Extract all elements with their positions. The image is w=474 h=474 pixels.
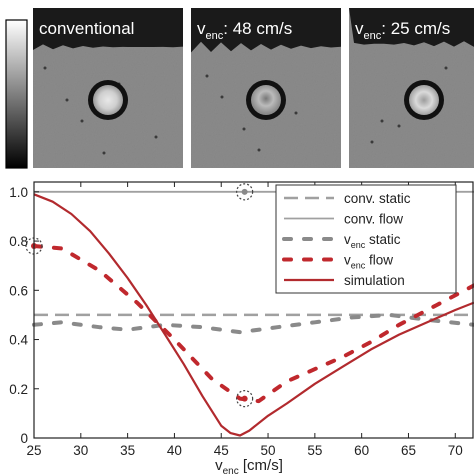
x-tick-label: 25 [26, 443, 41, 458]
chart: 25 30 35 40 45 50 55 60 65 70 0 0.2 0.4 0.6 0.8 1.0 con… [9, 181, 474, 474]
x-tick-label: 55 [307, 443, 322, 458]
y-tick-label: 0.8 [9, 234, 28, 249]
dark-band [349, 8, 474, 48]
speck [257, 148, 261, 152]
panel-label: conventional [39, 19, 134, 38]
speck [65, 98, 69, 102]
series-line [32, 312, 474, 335]
tube-lumen [409, 85, 439, 115]
image-panels: conventional venc: 48 cm/s venc: 25 cm/s [33, 8, 474, 168]
y-tick-label: 0.2 [9, 382, 28, 397]
x-tick-label: 40 [167, 443, 182, 458]
dark-band [33, 8, 183, 50]
legend-label: venc static [344, 232, 401, 250]
speck [205, 74, 209, 78]
panel-label: venc: 48 cm/s [197, 19, 292, 42]
image-panel-3: venc: 25 cm/s [349, 8, 474, 168]
colorbar [5, 19, 28, 169]
legend: conv. static conv. flow venc static venc fl… [275, 184, 457, 294]
x-axis-label: venc [cm/s] [215, 457, 283, 474]
y-tick-label: 0.4 [9, 333, 28, 348]
legend-label: simulation [344, 273, 405, 288]
legend-label: conv. static [344, 191, 411, 206]
dark-band [191, 8, 341, 53]
speck [154, 135, 158, 139]
series-line [33, 193, 474, 437]
y-tick-label: 0.6 [9, 283, 28, 298]
x-tick-label: 60 [354, 443, 369, 458]
speck [242, 127, 246, 131]
series-venc-static [32, 312, 474, 335]
legend-label: conv. flow [344, 212, 403, 227]
speck [397, 124, 401, 128]
x-tick-label: 45 [214, 443, 229, 458]
y-tick-label: 0 [20, 431, 28, 446]
speck [102, 151, 106, 155]
speck [43, 66, 47, 70]
highlight-point [241, 395, 248, 402]
plot-frame [33, 181, 474, 439]
panel-label: venc: 25 cm/s [355, 19, 450, 42]
x-tick-label: 35 [120, 443, 135, 458]
speck [80, 119, 84, 123]
legend-label: venc flow [344, 253, 393, 271]
x-tick-label: 65 [401, 443, 416, 458]
speck [444, 66, 448, 70]
speck [370, 140, 374, 144]
y-tick-label: 1.0 [9, 185, 28, 200]
series-line [32, 244, 474, 404]
tube-lumen [251, 85, 281, 115]
tube-lumen [93, 85, 123, 115]
image-panel-2: venc: 48 cm/s [191, 8, 341, 168]
speck [380, 119, 384, 123]
speck [220, 95, 224, 99]
highlight-circle [236, 183, 254, 201]
highlight-point [241, 188, 248, 195]
highlight-circle [236, 390, 254, 408]
image-panel-1: conventional [33, 8, 183, 168]
series-venc-flow [32, 244, 474, 404]
speck [294, 111, 298, 115]
x-tick-label: 30 [73, 443, 88, 458]
x-tick-label: 70 [448, 443, 463, 458]
series-simulation [33, 193, 474, 437]
x-tick-label: 50 [261, 443, 276, 458]
